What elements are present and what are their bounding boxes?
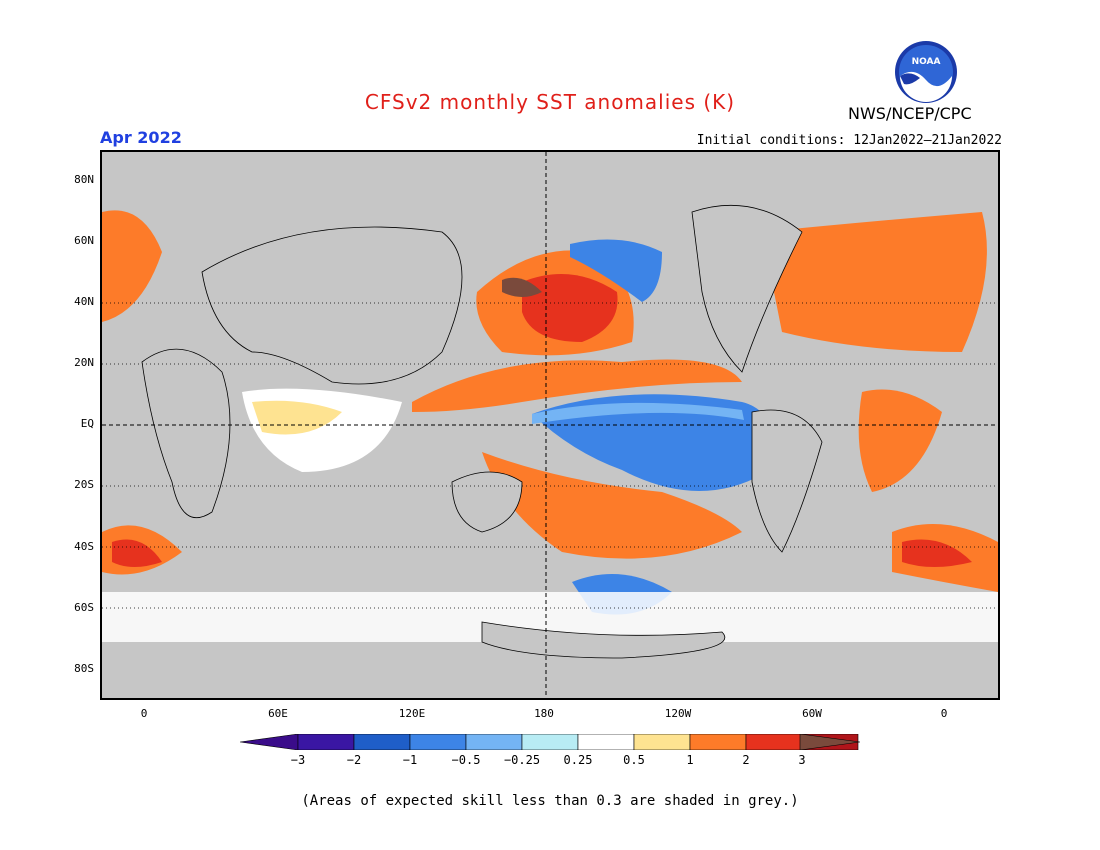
warm-south-band [482,452,742,559]
colorbar-cell [353,734,411,750]
chart-title: CFSv2 monthly SST anomalies (K) [364,90,736,114]
map-graphic [102,152,998,698]
colorbar-tick: −2 [346,753,362,767]
colorbar-cell [577,734,635,750]
lat-label: 20N [74,356,94,369]
colorbar-tick: 0.5 [623,753,645,767]
colorbar-tick: 0.25 [563,753,593,767]
forecast-month: Apr 2022 [100,128,182,147]
colorbar-under-arrow [240,734,299,750]
lat-label: EQ [80,417,94,430]
lon-label: 0 [140,707,148,720]
lon-label: 60E [268,707,288,720]
lon-label: 60W [802,707,822,720]
lon-label: 120W [664,707,692,720]
colorbar-tick: 3 [798,753,806,767]
skill-footnote: (Areas of expected skill less than 0.3 a… [301,793,799,809]
colorbar-cell [521,734,579,750]
lat-label: 40S [74,540,94,553]
lon-label: 0 [940,707,948,720]
pacific-cold-tongue [532,394,773,491]
colorbar-cell [745,734,803,750]
colorbar-cell [689,734,747,750]
colorbar-tick: −3 [290,753,306,767]
lat-label: 60N [74,234,94,247]
continents [141,204,823,659]
initial-conditions: Initial conditions: 12Jan2022–21Jan2022 [696,133,1002,148]
colorbar-tick: −0.25 [503,753,541,767]
lat-label: 20S [74,478,94,491]
colorbar-tick: −1 [402,753,418,767]
noaa-logo: NOAA [895,41,957,103]
sst-anomaly-map [100,150,1000,700]
colorbar-tick: 1 [686,753,694,767]
lon-label: 180 [534,707,554,720]
noaa-logo-text: NOAA [912,57,941,67]
lat-label: 60S [74,601,94,614]
colorbar-cell [409,734,467,750]
lat-label: 80S [74,662,94,675]
colorbar-cell [633,734,691,750]
lat-label: 80N [74,173,94,186]
northeast-pacific-cold [570,239,662,302]
lon-label: 120E [398,707,426,720]
warm-north-band [412,359,742,412]
colorbar-cell [465,734,523,750]
colorbar-tick: 2 [742,753,750,767]
colorbar-tick: −0.5 [451,753,481,767]
colorbar-over-arrow [799,734,860,750]
lat-label: 40N [74,295,94,308]
organization-label: NWS/NCEP/CPC [848,104,972,123]
colorbar-cell [297,734,355,750]
colorbar [240,734,860,750]
